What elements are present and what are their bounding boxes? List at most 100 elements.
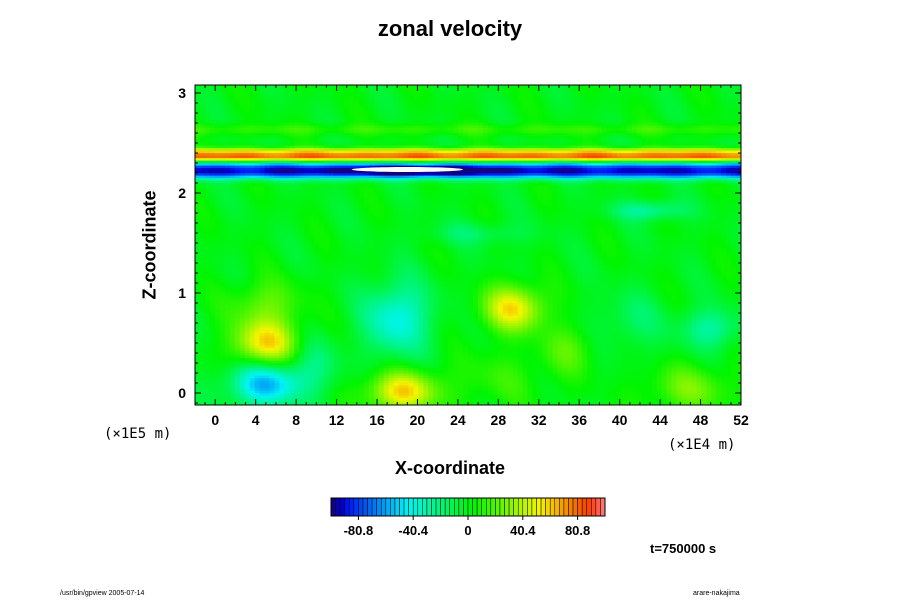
heatmap-cell (343, 357, 350, 361)
heatmap-cell (383, 360, 390, 364)
heatmap-cell (388, 375, 395, 379)
heatmap-cell (319, 377, 325, 381)
heatmap-cell (333, 357, 340, 361)
heatmap-cell (487, 355, 494, 359)
heatmap-cell (577, 377, 583, 381)
heatmap-cell (254, 400, 261, 404)
heatmap-cell (304, 365, 310, 369)
heatmap-cell (249, 365, 256, 369)
heatmap-cell (428, 367, 434, 371)
heatmap-cell (592, 400, 598, 404)
heatmap-cell (209, 392, 216, 396)
heatmap-cell (577, 400, 583, 404)
heatmap-cell (453, 362, 459, 366)
heatmap-cell (438, 395, 444, 399)
heatmap-cell (736, 360, 741, 364)
heatmap-cell (338, 400, 345, 404)
heatmap-cell (254, 392, 261, 396)
heatmap-cell (616, 357, 623, 361)
heatmap-cell (343, 380, 350, 384)
heatmap-cell (428, 387, 434, 391)
heatmap-cell (368, 372, 375, 376)
heatmap-cell (378, 360, 385, 364)
heatmap-cell (666, 360, 673, 364)
heatmap-cell (378, 382, 385, 386)
heatmap-cell (611, 360, 618, 364)
heatmap-cell (537, 380, 544, 384)
heatmap-cell (597, 385, 603, 389)
heatmap-cell (646, 365, 653, 369)
heatmap-cell (393, 375, 400, 379)
heatmap-cell (517, 390, 524, 394)
heatmap-cell (209, 375, 216, 379)
heatmap-cell (721, 365, 727, 369)
heatmap-cell (482, 380, 489, 384)
heatmap-cell (413, 402, 419, 405)
heatmap-cell (264, 355, 271, 359)
heatmap-cell (517, 362, 524, 366)
heatmap-cell (537, 397, 544, 401)
heatmap-cell (274, 387, 280, 391)
heatmap-cell (711, 397, 717, 401)
heatmap-cell (497, 397, 504, 401)
heatmap-cell (616, 375, 623, 379)
heatmap-cell (711, 362, 717, 366)
heatmap-cell (195, 372, 201, 376)
heatmap-cell (706, 372, 712, 376)
heatmap-cell (314, 392, 320, 396)
heatmap-cell (408, 362, 414, 366)
heatmap-cell (686, 360, 692, 364)
heatmap-cell (259, 380, 266, 384)
heatmap-cell (259, 362, 266, 366)
heatmap-cell (378, 377, 385, 381)
heatmap-cell (249, 355, 256, 359)
heatmap-cell (646, 355, 653, 359)
heatmap-cell (716, 355, 722, 359)
heatmap-cell (602, 382, 608, 386)
heatmap-cell (343, 382, 350, 386)
heatmap-cell (676, 357, 683, 361)
heatmap-cell (517, 377, 524, 381)
heatmap-cell (274, 390, 280, 394)
heatmap-cell (368, 397, 375, 401)
heatmap-cell (736, 357, 741, 361)
heatmap-cell (229, 360, 236, 364)
heatmap-cell (249, 375, 256, 379)
heatmap-cell (562, 390, 568, 394)
heatmap-cell (532, 360, 539, 364)
heatmap-cell (542, 375, 549, 379)
heatmap-cell (582, 380, 588, 384)
heatmap-cell (413, 390, 419, 394)
heatmap-cell (527, 402, 534, 405)
heatmap-cell (249, 395, 256, 399)
heatmap-cell (234, 372, 241, 376)
heatmap-cell (701, 367, 707, 371)
heatmap-cell (621, 382, 628, 386)
heatmap-cell (448, 402, 454, 405)
heatmap-cell (363, 365, 370, 369)
heatmap-cell (289, 402, 295, 405)
heatmap-cell (428, 397, 434, 401)
heatmap-cell (309, 377, 315, 381)
heatmap-cell (582, 362, 588, 366)
heatmap-cell (259, 360, 266, 364)
heatmap-cell (363, 367, 370, 371)
heatmap-cell (681, 377, 687, 381)
heatmap-cell (671, 382, 678, 386)
heatmap-cell (736, 400, 741, 404)
heatmap-cell (314, 382, 320, 386)
heatmap-cell (666, 365, 673, 369)
heatmap-cell (279, 397, 285, 401)
heatmap-cell (363, 377, 370, 381)
heatmap-cell (582, 365, 588, 369)
heatmap-cell (329, 395, 335, 399)
heatmap-cell (195, 365, 201, 369)
heatmap-cell (368, 390, 375, 394)
heatmap-cell (477, 372, 484, 376)
heatmap-cell (229, 397, 236, 401)
heatmap-cell (616, 385, 623, 389)
heatmap-cell (199, 355, 206, 359)
heatmap-cell (497, 395, 504, 399)
heatmap-cell (691, 387, 697, 391)
heatmap-cell (582, 355, 588, 359)
